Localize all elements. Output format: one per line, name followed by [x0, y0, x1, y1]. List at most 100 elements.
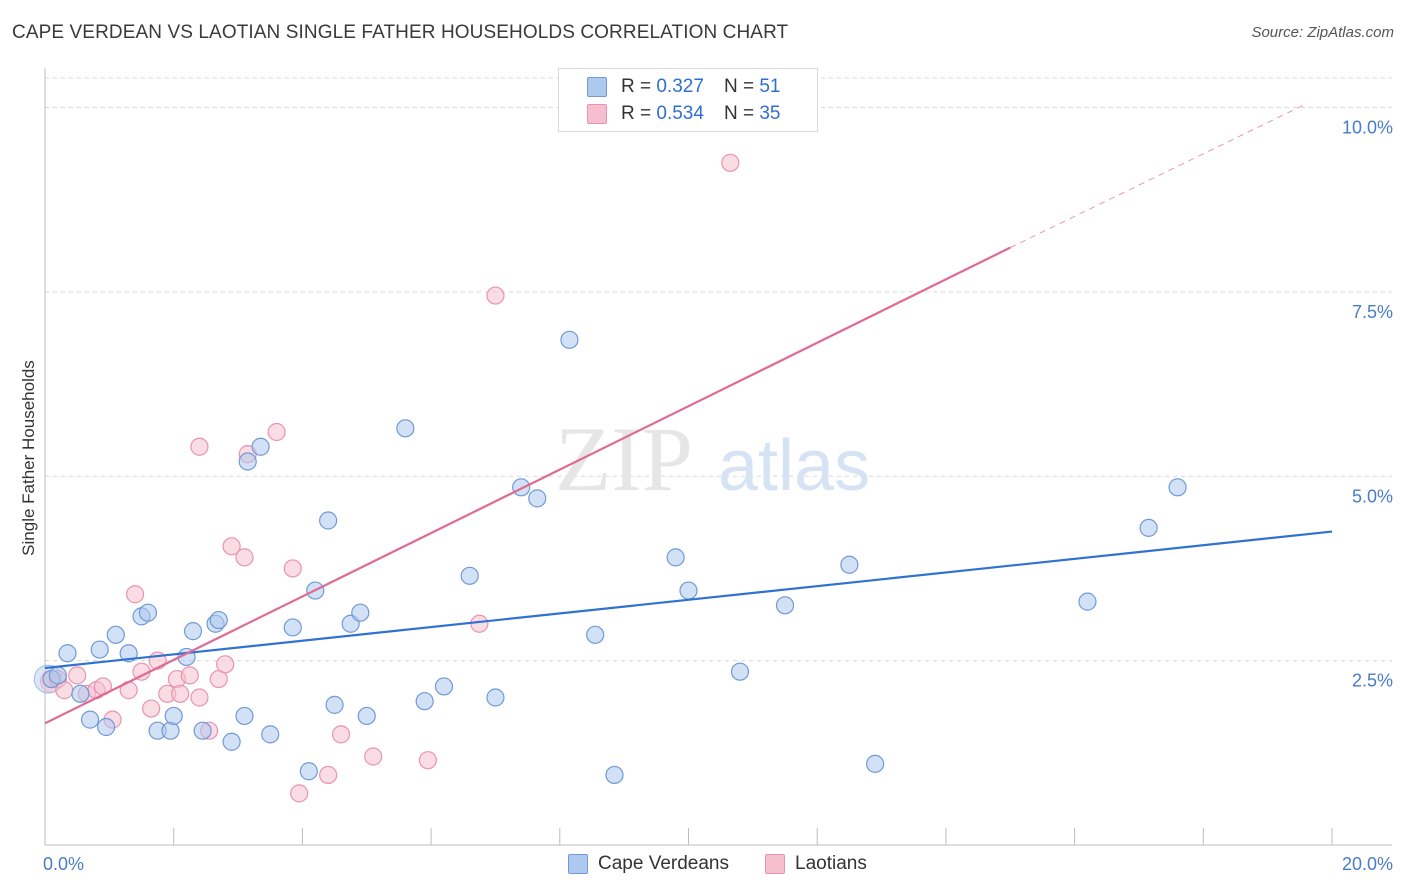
bottom-legend-swatch-pink — [765, 854, 785, 874]
point-cape-verdean — [97, 717, 116, 737]
point-laotian — [721, 153, 740, 172]
y-tick-label: 5.0% — [1352, 486, 1393, 506]
bottom-legend-laotians: Laotians — [765, 852, 867, 876]
watermark: ZIP atlas — [555, 408, 870, 510]
point-cape-verdean — [161, 721, 180, 740]
point-cape-verdean — [357, 706, 376, 726]
bottom-legend-label: Laotians — [795, 853, 867, 874]
point-cape-verdean — [193, 721, 212, 740]
trendline-cape-verdeans — [44, 530, 1333, 670]
legend-r-label: R = — [621, 103, 652, 124]
point-cape-verdean — [80, 710, 100, 729]
point-cape-verdean — [605, 765, 624, 785]
legend-n-label: N = — [723, 103, 755, 124]
point-cape-verdean — [666, 548, 685, 567]
point-laotian — [235, 548, 254, 567]
watermark-atlas: atlas — [718, 426, 870, 506]
point-laotian — [190, 688, 209, 707]
point-laotian — [180, 666, 199, 685]
point-laotian — [418, 751, 437, 770]
trendline-laotians — [44, 246, 1011, 725]
axis-layer: 2.5% 5.0% 7.5% 10.0% 0.0% 20.0% — [43, 68, 1393, 874]
point-cape-verdean — [209, 610, 228, 630]
point-cape-verdean — [325, 695, 344, 714]
point-laotian — [190, 437, 209, 456]
point-cape-verdean — [319, 511, 338, 530]
point-laotian — [283, 559, 302, 578]
bottom-legend-cape-verdeans: Cape Verdeans — [568, 852, 729, 876]
legend-r-label: R = — [621, 76, 652, 97]
point-laotian — [319, 765, 338, 785]
y-tick-label: 2.5% — [1352, 671, 1393, 691]
point-cape-verdean — [261, 725, 280, 744]
point-cape-verdean — [415, 692, 434, 711]
point-cape-verdean — [235, 706, 254, 726]
point-laotian — [68, 666, 87, 685]
trend-layer — [44, 103, 1333, 725]
point-cape-verdean — [222, 732, 241, 751]
point-cape-verdean — [775, 596, 795, 615]
point-laotian — [267, 422, 286, 442]
bottom-legend-label: Cape Verdeans — [598, 853, 729, 874]
legend-r-value: 0.534 — [656, 103, 704, 124]
point-laotian — [125, 585, 145, 604]
point-laotian — [486, 286, 505, 305]
point-cape-verdean — [1168, 478, 1187, 497]
point-cape-verdean — [486, 688, 505, 707]
point-cape-verdean — [866, 754, 885, 773]
point-cape-verdean — [48, 666, 67, 685]
point-laotian — [290, 784, 309, 803]
grid-layer — [45, 77, 1392, 662]
point-cape-verdean — [71, 684, 90, 703]
y-tick-label: 10.0% — [1342, 118, 1393, 138]
legend-n-label: N = — [723, 76, 755, 97]
point-cape-verdean — [164, 706, 183, 726]
points-layer — [33, 153, 1187, 803]
legend: R = 0.327 N = 51 R = 0.534 N = 35 — [558, 68, 818, 132]
point-cape-verdean — [238, 452, 257, 471]
point-laotian — [331, 725, 351, 744]
point-cape-verdean — [283, 618, 302, 637]
point-cape-verdean — [119, 644, 138, 663]
point-cape-verdean — [58, 644, 77, 663]
point-cape-verdean — [251, 437, 270, 456]
point-laotian — [171, 684, 190, 703]
legend-swatch-blue — [587, 77, 607, 97]
chart-title: CAPE VERDEAN VS LAOTIAN SINGLE FATHER HO… — [12, 22, 789, 43]
legend-swatch-pink — [587, 104, 607, 124]
point-cape-verdean — [560, 330, 579, 349]
point-laotian — [470, 614, 489, 633]
point-cape-verdean — [512, 478, 531, 497]
bottom-legend-swatch-blue — [568, 854, 588, 874]
legend-n-value: 35 — [759, 103, 781, 124]
watermark-zip: ZIP — [555, 408, 693, 510]
point-cape-verdean — [299, 762, 318, 781]
point-cape-verdean — [90, 640, 109, 659]
point-cape-verdean — [679, 581, 698, 600]
x-tick-label: 0.0% — [43, 854, 84, 874]
point-cape-verdean — [351, 603, 370, 622]
point-laotian — [216, 655, 235, 674]
point-cape-verdean — [396, 419, 415, 438]
point-cape-verdean — [183, 622, 203, 641]
legend-r-value: 0.327 — [656, 76, 704, 97]
legend-row-laotians: R = 0.534 N = 35 — [587, 102, 780, 126]
y-axis-title: Single Father Households — [19, 360, 38, 556]
point-laotian — [222, 537, 241, 556]
point-cape-verdean — [586, 625, 605, 644]
source-label: Source: ZipAtlas.com — [1251, 24, 1394, 41]
point-cape-verdean — [840, 555, 859, 574]
point-cape-verdean — [730, 662, 750, 681]
legend-n-value: 51 — [759, 76, 781, 97]
point-cape-verdean — [460, 566, 479, 585]
point-cape-verdean — [1139, 518, 1158, 537]
point-cape-verdean — [528, 489, 547, 508]
trendline-laotians-extension — [1010, 103, 1307, 249]
point-cape-verdean — [106, 625, 125, 644]
point-cape-verdean — [1078, 592, 1097, 611]
x-tick-label: 20.0% — [1342, 854, 1393, 874]
y-tick-label: 7.5% — [1352, 302, 1393, 322]
point-cape-verdean — [434, 677, 454, 696]
point-laotian — [364, 747, 383, 766]
